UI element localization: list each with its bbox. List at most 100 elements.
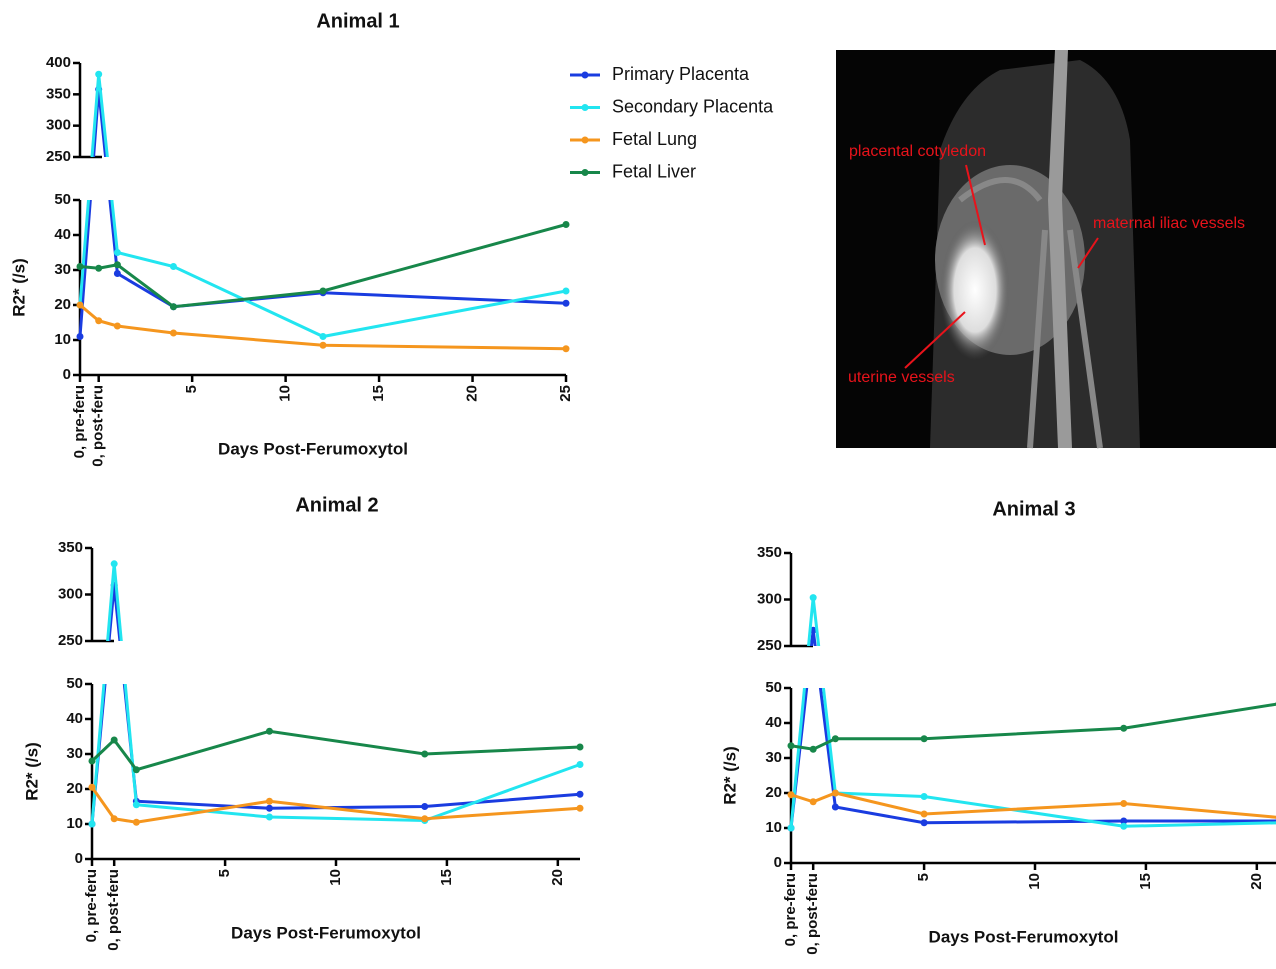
y-tick-label: 20	[765, 784, 782, 801]
data-point	[170, 330, 177, 337]
data-point	[563, 300, 570, 307]
data-point	[133, 766, 140, 773]
x-tick-label: 0, pre-feru	[71, 385, 88, 458]
legend-label: Fetal Lung	[612, 129, 697, 149]
series-line	[80, 89, 566, 336]
data-point	[577, 761, 584, 768]
x-tick-label: 15	[438, 869, 455, 886]
data-point	[421, 815, 428, 822]
y-tick-label: 250	[757, 637, 782, 654]
data-point	[266, 814, 273, 821]
series-line	[92, 585, 580, 824]
x-tick-label: 0, post-feru	[105, 869, 122, 951]
data-point	[1120, 725, 1127, 732]
mri-image: placental cotyledon maternal iliac vesse…	[836, 50, 1276, 448]
chart: Animal 1 Days Post-Ferumoxytol R2* (/s) 0 10…	[9, 10, 774, 466]
y-tick-label: 400	[46, 54, 71, 71]
data-point	[114, 270, 121, 277]
y-axis-title: R2* (/s)	[720, 746, 739, 805]
x-tick-label: 15	[1137, 873, 1154, 890]
data-point	[788, 742, 795, 749]
x-tick-label: 5	[915, 873, 932, 881]
legend-marker	[582, 72, 589, 79]
data-point	[921, 735, 928, 742]
y-tick-label: 0	[75, 850, 83, 867]
x-tick-label: 20	[464, 385, 481, 402]
data-point	[563, 221, 570, 228]
legend-marker	[582, 137, 589, 144]
series-line	[791, 704, 1276, 750]
y-tick-label: 10	[765, 819, 782, 836]
data-point	[266, 728, 273, 735]
data-point	[320, 333, 327, 340]
chart-title: Animal 1	[316, 10, 399, 32]
x-tick-label: 10	[327, 869, 344, 886]
x-axis-title: Days Post-Ferumoxytol	[218, 439, 408, 458]
data-point	[170, 263, 177, 270]
data-point	[133, 801, 140, 808]
y-tick-label: 300	[757, 590, 782, 607]
y-tick-label: 350	[46, 85, 71, 102]
data-point	[421, 803, 428, 810]
data-point	[788, 825, 795, 832]
x-axis-title: Days Post-Ferumoxytol	[231, 923, 421, 942]
y-tick-label: 30	[765, 749, 782, 766]
x-tick-label: 0, post-feru	[90, 385, 107, 467]
data-point	[114, 261, 121, 268]
y-tick-label: 350	[757, 544, 782, 561]
legend-label: Primary Placenta	[612, 64, 750, 84]
data-point	[77, 333, 84, 340]
data-point	[114, 249, 121, 256]
series-line	[92, 731, 580, 770]
y-tick-label: 50	[765, 679, 782, 696]
data-point	[832, 735, 839, 742]
data-point	[563, 288, 570, 295]
data-point	[921, 819, 928, 826]
y-tick-label: 0	[63, 366, 71, 383]
data-point	[89, 821, 96, 828]
chart-title: Animal 2	[295, 494, 378, 516]
y-tick-label: 50	[54, 191, 71, 208]
data-point	[577, 805, 584, 812]
y-axis-title: R2* (/s)	[9, 258, 28, 317]
x-tick-label: 0, post-feru	[804, 873, 821, 955]
y-tick-label: 30	[54, 261, 71, 278]
data-point	[266, 805, 273, 812]
data-point	[563, 345, 570, 352]
image-label: uterine vessels	[848, 369, 955, 386]
y-tick-label: 40	[765, 714, 782, 731]
data-point	[320, 342, 327, 349]
data-point	[170, 303, 177, 310]
data-point	[320, 288, 327, 295]
chart-title: Animal 3	[992, 498, 1075, 520]
y-tick-label: 250	[46, 148, 71, 165]
x-tick-label: 5	[216, 869, 233, 877]
x-tick-label: 0, pre-feru	[782, 873, 799, 946]
data-point	[111, 560, 118, 567]
y-tick-label: 50	[66, 675, 83, 692]
data-point	[111, 815, 118, 822]
bright-region	[940, 220, 1010, 360]
data-point	[95, 317, 102, 324]
data-point	[577, 791, 584, 798]
data-point	[921, 811, 928, 818]
y-tick-label: 10	[54, 331, 71, 348]
data-point	[89, 758, 96, 765]
data-point	[89, 784, 96, 791]
data-point	[1120, 823, 1127, 830]
data-point	[111, 737, 118, 744]
y-axis-title: R2* (/s)	[22, 742, 41, 801]
series-line	[92, 564, 580, 824]
data-point	[810, 798, 817, 805]
data-point	[114, 323, 121, 330]
data-point	[1120, 800, 1127, 807]
data-point	[577, 744, 584, 751]
y-tick-label: 350	[58, 539, 83, 556]
data-point	[832, 804, 839, 811]
x-tick-label: 15	[370, 385, 387, 402]
data-point	[266, 798, 273, 805]
x-tick-label: 20	[549, 869, 566, 886]
legend-marker	[582, 169, 589, 176]
data-point	[832, 790, 839, 797]
